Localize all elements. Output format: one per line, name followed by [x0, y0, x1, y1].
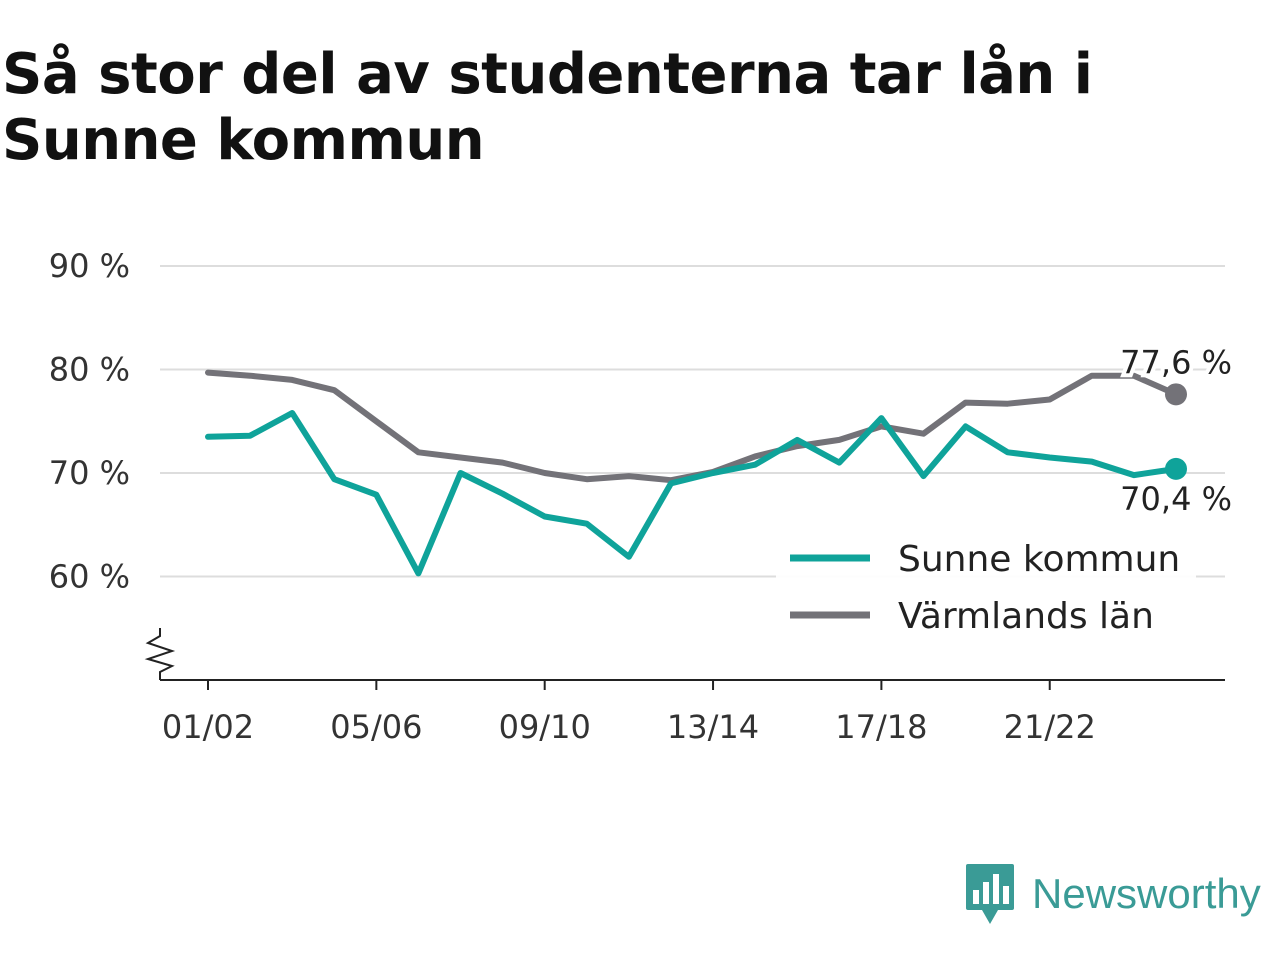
legend-background: [776, 532, 1196, 642]
series-end-point-varmland: [1165, 383, 1187, 406]
x-axis: 01/02 05/06 09/10 13/14 17/18 21/22: [160, 679, 1225, 746]
legend-label: Sunne kommun: [898, 539, 1180, 580]
y-axis: 60 % 70 % 80 % 90 %: [49, 247, 176, 680]
x-tick-label: 21/22: [1004, 708, 1096, 746]
y-tick-label: 60 %: [49, 558, 130, 596]
series-line-varmland: [205, 369, 1179, 484]
legend-label: Värmlands län: [898, 596, 1154, 637]
x-tick-label: 09/10: [499, 708, 591, 746]
series-end-point-sunne: [1165, 457, 1187, 480]
x-tick-label: 13/14: [667, 708, 759, 746]
chart-title: Så stor del av studenterna tar lån i Sun…: [2, 42, 1093, 173]
axis-break-icon: [144, 628, 176, 680]
y-tick-label: 80 %: [49, 351, 130, 389]
legend: Sunne kommun Värmlands län: [776, 532, 1196, 642]
x-tick-label: 01/02: [162, 708, 254, 746]
y-tick-label: 70 %: [49, 454, 130, 492]
series-lines: [205, 369, 1187, 577]
x-tick-label: 17/18: [835, 708, 927, 746]
end-labels: 77,6 % 70,4 %: [1116, 339, 1236, 522]
end-label-varmland: 77,6 %: [1120, 343, 1232, 381]
brand-name: Newsworthy: [1032, 870, 1261, 917]
series-line-sunne: [205, 410, 1179, 577]
brand: Newsworthy: [964, 862, 1261, 926]
grid-lines: [160, 265, 1225, 578]
newsworthy-logo-icon: [966, 864, 1014, 924]
x-tick-label: 05/06: [330, 708, 422, 746]
end-label-sunne: 70,4 %: [1120, 480, 1232, 518]
y-tick-label: 90 %: [49, 247, 130, 285]
